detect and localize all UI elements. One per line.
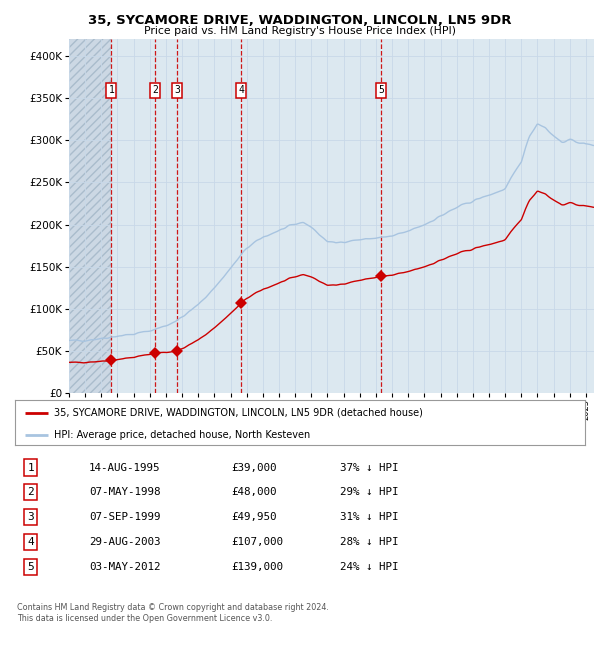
Text: HPI: Average price, detached house, North Kesteven: HPI: Average price, detached house, Nort… xyxy=(54,430,310,440)
Text: 29% ↓ HPI: 29% ↓ HPI xyxy=(340,488,398,497)
Text: 07-MAY-1998: 07-MAY-1998 xyxy=(89,488,161,497)
Text: 1: 1 xyxy=(109,85,114,96)
Text: 1: 1 xyxy=(28,463,34,473)
Bar xyxy=(69,39,112,393)
Text: 2: 2 xyxy=(152,85,158,96)
Text: £107,000: £107,000 xyxy=(232,537,284,547)
Text: 4: 4 xyxy=(238,85,244,96)
Text: £48,000: £48,000 xyxy=(232,488,277,497)
Text: 24% ↓ HPI: 24% ↓ HPI xyxy=(340,562,398,572)
Text: 35, SYCAMORE DRIVE, WADDINGTON, LINCOLN, LN5 9DR (detached house): 35, SYCAMORE DRIVE, WADDINGTON, LINCOLN,… xyxy=(54,408,422,418)
Text: 3: 3 xyxy=(174,85,180,96)
Text: 03-MAY-2012: 03-MAY-2012 xyxy=(89,562,161,572)
Text: Price paid vs. HM Land Registry's House Price Index (HPI): Price paid vs. HM Land Registry's House … xyxy=(144,26,456,36)
Text: 3: 3 xyxy=(28,512,34,522)
Text: 28% ↓ HPI: 28% ↓ HPI xyxy=(340,537,398,547)
Text: 31% ↓ HPI: 31% ↓ HPI xyxy=(340,512,398,522)
Text: 2: 2 xyxy=(28,488,34,497)
Text: £139,000: £139,000 xyxy=(232,562,284,572)
Text: Contains HM Land Registry data © Crown copyright and database right 2024.
This d: Contains HM Land Registry data © Crown c… xyxy=(17,603,329,623)
Text: £39,000: £39,000 xyxy=(232,463,277,473)
Text: 07-SEP-1999: 07-SEP-1999 xyxy=(89,512,161,522)
Text: 37% ↓ HPI: 37% ↓ HPI xyxy=(340,463,398,473)
Text: 35, SYCAMORE DRIVE, WADDINGTON, LINCOLN, LN5 9DR: 35, SYCAMORE DRIVE, WADDINGTON, LINCOLN,… xyxy=(88,14,512,27)
Text: 5: 5 xyxy=(28,562,34,572)
Text: £49,950: £49,950 xyxy=(232,512,277,522)
Text: 4: 4 xyxy=(28,537,34,547)
Text: 29-AUG-2003: 29-AUG-2003 xyxy=(89,537,161,547)
Text: 14-AUG-1995: 14-AUG-1995 xyxy=(89,463,161,473)
Text: 5: 5 xyxy=(379,85,385,96)
